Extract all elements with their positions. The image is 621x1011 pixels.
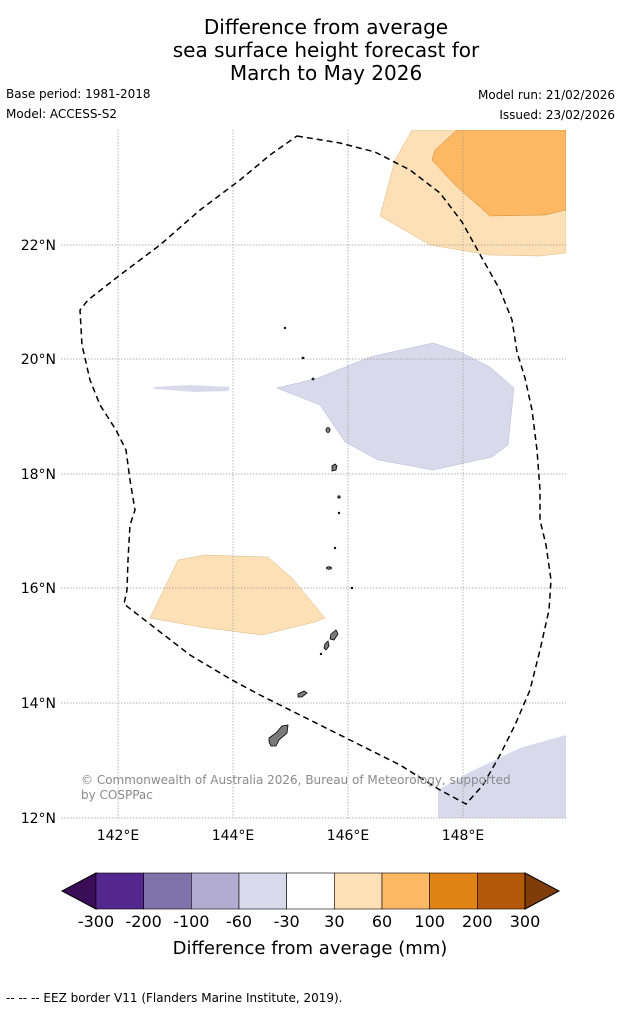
latitude-labels: 22°N 20°N 18°N 16°N 14°N 12°N bbox=[21, 238, 56, 827]
model-run-label: Model run: 21/02/2026 bbox=[477, 88, 615, 102]
colorbar-swatch bbox=[334, 872, 383, 910]
issued-label: Issued: 23/02/2026 bbox=[499, 108, 615, 122]
lat-label-14: 14°N bbox=[21, 696, 56, 712]
longitude-labels: 142°E 144°E 146°E 148°E bbox=[97, 828, 485, 844]
copyright-credit-line-2: by COSPPac bbox=[81, 788, 153, 802]
colorbar-label: Difference from average (mm) bbox=[173, 938, 448, 959]
colorbar-extend-high bbox=[524, 872, 561, 910]
colorbar-tick-label: -60 bbox=[226, 912, 252, 931]
lon-label-146: 146°E bbox=[327, 828, 370, 844]
colorbar bbox=[60, 872, 561, 910]
anomaly-layer bbox=[149, 130, 566, 818]
colorbar-swatch bbox=[286, 872, 335, 910]
eez-legend-note: -- -- -- EEZ border V11 (Flanders Marine… bbox=[6, 991, 343, 1005]
lon-label-148: 148°E bbox=[442, 828, 485, 844]
base-period-label: Base period: 1981-2018 bbox=[6, 87, 151, 101]
model-label: Model: ACCESS-S2 bbox=[6, 107, 118, 121]
title-line-2: sea surface height forecast for bbox=[172, 38, 480, 62]
islands bbox=[268, 326, 354, 747]
map-figure: 22°N 20°N 18°N 16°N 14°N 12°N 142°E 144°… bbox=[21, 130, 566, 959]
anomaly-30-60-sw bbox=[149, 554, 326, 636]
colorbar-extend-low bbox=[60, 872, 97, 910]
lat-label-18: 18°N bbox=[21, 467, 56, 483]
colorbar-swatch bbox=[477, 872, 526, 910]
colorbar-swatch bbox=[429, 872, 478, 910]
colorbar-swatch bbox=[238, 872, 287, 910]
colorbar-tick-label: -100 bbox=[173, 912, 209, 931]
anomaly-minus30-60-se bbox=[438, 735, 566, 818]
lat-label-20: 20°N bbox=[21, 352, 56, 368]
colorbar-swatch bbox=[191, 872, 240, 910]
lat-label-22: 22°N bbox=[21, 238, 56, 254]
anomaly-minus30-60-central bbox=[276, 342, 515, 471]
lat-label-16: 16°N bbox=[21, 581, 56, 597]
colorbar-tick-labels: -300 -200 -100 -60 -30 30 60 100 200 300 bbox=[78, 912, 540, 931]
lon-label-144: 144°E bbox=[212, 828, 255, 844]
colorbar-tick-label: 60 bbox=[372, 912, 392, 931]
title-line-3: March to May 2026 bbox=[229, 61, 423, 85]
colorbar-swatch bbox=[381, 872, 430, 910]
lat-label-12: 12°N bbox=[21, 811, 56, 827]
colorbar-tick-label: 100 bbox=[414, 912, 445, 931]
graticule bbox=[61, 130, 566, 819]
title-line-1: Difference from average bbox=[203, 15, 449, 39]
colorbar-tick-label: 300 bbox=[510, 912, 541, 931]
colorbar-tick-label: -200 bbox=[126, 912, 162, 931]
copyright-credit-line-1: © Commonwealth of Australia 2026, Bureau… bbox=[81, 773, 511, 787]
colorbar-tick-label: 200 bbox=[462, 912, 493, 931]
colorbar-tick-label: -300 bbox=[78, 912, 114, 931]
chart-title: Difference from average sea surface heig… bbox=[0, 16, 621, 85]
colorbar-swatch bbox=[143, 872, 192, 910]
anomaly-60-100-ne bbox=[431, 130, 566, 217]
lon-label-142: 142°E bbox=[97, 828, 140, 844]
colorbar-tick-label: 30 bbox=[324, 912, 344, 931]
colorbar-tick-label: -30 bbox=[274, 912, 300, 931]
eez-border bbox=[79, 135, 552, 805]
anomaly-minus30-60-strip bbox=[153, 385, 230, 392]
colorbar-swatch bbox=[95, 872, 144, 910]
